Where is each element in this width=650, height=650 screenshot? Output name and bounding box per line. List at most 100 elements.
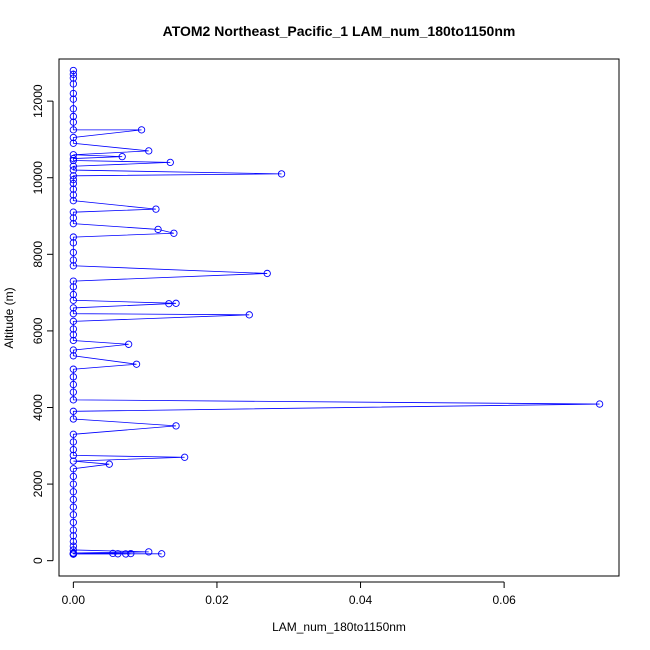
- data-point: [69, 112, 78, 121]
- data-point: [69, 396, 78, 404]
- data-point: [69, 331, 78, 339]
- data-point: [69, 277, 78, 285]
- data-point: [69, 465, 78, 473]
- data-point: [69, 248, 78, 257]
- data-point: [69, 445, 78, 454]
- data-point: [152, 205, 160, 213]
- data-point: [124, 340, 133, 348]
- data-point: [69, 532, 78, 540]
- series-layer: [69, 66, 604, 558]
- data-point: [69, 518, 78, 527]
- data-point: [69, 89, 78, 98]
- data-point: [172, 299, 180, 307]
- x-tick-label: 0.06: [492, 593, 516, 607]
- data-point: [69, 488, 78, 496]
- data-point: [69, 262, 78, 270]
- data-point: [69, 133, 78, 142]
- data-point: [69, 191, 78, 199]
- data-point: [127, 549, 135, 558]
- data-point: [595, 400, 604, 408]
- data-point: [145, 548, 153, 556]
- data-point: [165, 300, 173, 308]
- data-point: [69, 304, 78, 312]
- data-point: [69, 95, 78, 103]
- data-point: [69, 105, 78, 113]
- data-point: [69, 546, 78, 554]
- x-axis-label: LAM_num_180to1150nm: [272, 620, 406, 634]
- data-point: [145, 147, 153, 155]
- data-point: [69, 451, 78, 460]
- data-point: [69, 472, 78, 481]
- data-point: [114, 550, 122, 558]
- data-point: [69, 542, 78, 550]
- data-point: [69, 352, 78, 360]
- data-point: [109, 549, 117, 558]
- data-point: [132, 360, 141, 368]
- y-tick-label: 4000: [31, 394, 45, 421]
- series-line: [72, 70, 600, 555]
- data-point: [69, 317, 78, 325]
- data-point: [69, 220, 78, 228]
- plot-area: [58, 58, 620, 577]
- y-axis-label: Altitude (m): [2, 287, 16, 348]
- data-point: [69, 233, 78, 241]
- chart-title: ATOM2 Northeast_Pacific_1 LAM_num_180to1…: [163, 23, 516, 39]
- data-point: [69, 151, 78, 159]
- data-point: [69, 346, 78, 354]
- data-point: [69, 214, 78, 222]
- data-point: [69, 208, 78, 216]
- data-point: [69, 503, 78, 511]
- data-point: [263, 269, 271, 278]
- data-point: [69, 550, 78, 558]
- x-tick-label: 0.04: [349, 593, 373, 607]
- data-point: [69, 296, 78, 304]
- data-point: [118, 153, 126, 161]
- data-point: [69, 495, 78, 504]
- data-point: [69, 166, 78, 174]
- data-point: [69, 70, 78, 78]
- data-point: [69, 197, 78, 205]
- data-point: [122, 550, 130, 558]
- data-point: [69, 66, 78, 75]
- data-point: [170, 229, 178, 237]
- data-point: [69, 74, 78, 82]
- y-axis: 0 2000 4000 6000 8000 10000 12000: [31, 84, 54, 564]
- data-point: [69, 175, 78, 184]
- data-point: [69, 185, 78, 193]
- data-point: [172, 422, 180, 430]
- data-point: [166, 158, 174, 167]
- data-point: [277, 170, 286, 178]
- data-point: [69, 290, 78, 299]
- data-point: [69, 139, 78, 147]
- data-point: [69, 407, 78, 415]
- data-point: [69, 239, 78, 247]
- data-point: [154, 225, 162, 234]
- data-point: [69, 438, 78, 446]
- x-axis: 0.00 0.02 0.04 0.06: [62, 581, 516, 607]
- x-tick-label: 0.02: [205, 593, 229, 607]
- data-point: [69, 80, 78, 88]
- data-point: [158, 550, 166, 558]
- data-point: [69, 256, 78, 264]
- y-tick-label: 12000: [31, 84, 45, 118]
- data-point: [69, 336, 78, 345]
- data-point: [69, 457, 78, 465]
- plot-frame: [58, 58, 620, 577]
- data-point: [69, 388, 78, 396]
- y-tick-label: 10000: [31, 161, 45, 195]
- data-point: [69, 365, 78, 373]
- y-tick-label: 2000: [31, 470, 45, 497]
- data-point: [69, 415, 78, 423]
- data-point: [105, 460, 113, 468]
- data-point: [69, 126, 78, 134]
- data-point: [69, 154, 78, 163]
- data-point: [69, 162, 78, 170]
- data-point: [69, 537, 78, 546]
- data-point: [69, 310, 78, 318]
- data-point: [69, 172, 78, 180]
- data-point: [69, 430, 78, 438]
- data-point: [69, 283, 78, 291]
- data-point: [69, 179, 78, 188]
- data-point: [69, 156, 78, 165]
